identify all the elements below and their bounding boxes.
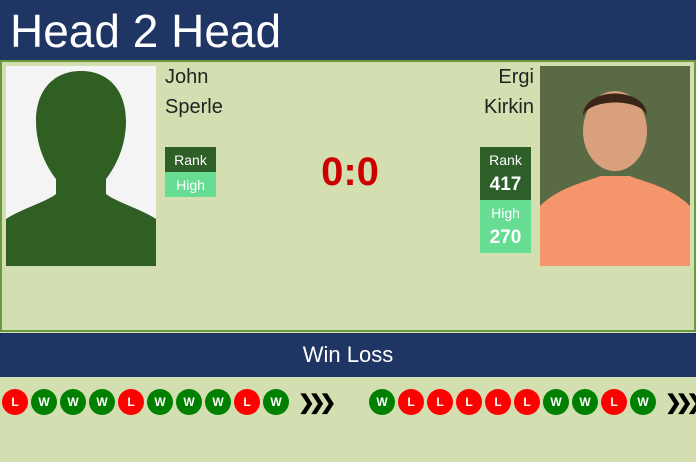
high-label: High xyxy=(176,177,205,193)
player1-rank-box: Rank High xyxy=(165,147,216,197)
rank-label: Rank xyxy=(489,152,522,168)
loss-badge[interactable]: L xyxy=(234,389,260,415)
win-badge[interactable]: W xyxy=(147,389,173,415)
loss-badge[interactable]: L xyxy=(427,389,453,415)
loss-badge[interactable]: L xyxy=(456,389,482,415)
player1-name[interactable]: John Sperle xyxy=(165,66,223,118)
player2-photo xyxy=(540,66,690,266)
header: Head 2 Head xyxy=(0,0,696,60)
high-label: High xyxy=(491,205,520,221)
win-badge[interactable]: W xyxy=(369,389,395,415)
win-badge[interactable]: W xyxy=(263,389,289,415)
win-badge[interactable]: W xyxy=(205,389,231,415)
loss-badge[interactable]: L xyxy=(398,389,424,415)
player1-form: L W W W L W W W L W ❯❯❯ xyxy=(2,389,336,415)
loss-badge[interactable]: L xyxy=(118,389,144,415)
win-loss-heading: Win Loss xyxy=(0,333,696,377)
win-badge[interactable]: W xyxy=(60,389,86,415)
player1-photo-placeholder xyxy=(6,66,156,266)
rank-value: 417 xyxy=(489,174,522,195)
high-value: 270 xyxy=(489,227,522,248)
win-badge[interactable]: W xyxy=(543,389,569,415)
win-badge[interactable]: W xyxy=(572,389,598,415)
page-title: Head 2 Head xyxy=(10,5,282,57)
win-badge[interactable]: W xyxy=(31,389,57,415)
more-chevron-icon[interactable]: ❯❯❯ xyxy=(665,391,696,414)
win-badge[interactable]: W xyxy=(89,389,115,415)
more-chevron-icon[interactable]: ❯❯❯ xyxy=(298,391,336,414)
player2-name[interactable]: Ergi Kirkin xyxy=(483,66,534,118)
win-badge[interactable]: W xyxy=(630,389,656,415)
rank-label: Rank xyxy=(174,152,207,168)
loss-badge[interactable]: L xyxy=(601,389,627,415)
h2h-score: 0:0 xyxy=(321,150,379,194)
loss-badge[interactable]: L xyxy=(2,389,28,415)
player2-rank-box: Rank 417 High 270 xyxy=(480,147,531,253)
loss-badge[interactable]: L xyxy=(485,389,511,415)
win-badge[interactable]: W xyxy=(176,389,202,415)
loss-badge[interactable]: L xyxy=(514,389,540,415)
player2-form: W L L L L L W W L W ❯❯❯ xyxy=(369,389,696,415)
